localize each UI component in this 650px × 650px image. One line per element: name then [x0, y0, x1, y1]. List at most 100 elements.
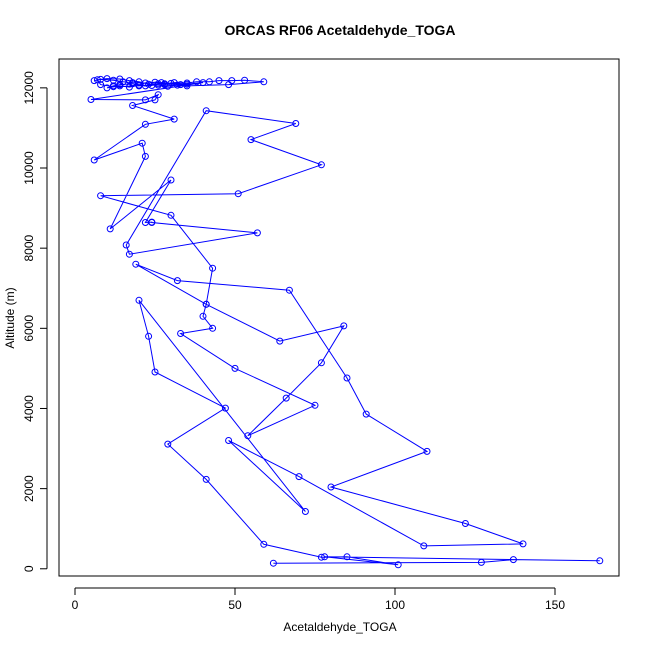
data-point: [87, 96, 95, 103]
data-point: [167, 79, 175, 87]
data-point: [295, 473, 303, 481]
data-point: [135, 296, 143, 304]
data-point: [202, 107, 210, 115]
data-point: [340, 322, 348, 330]
series-line-group: [90, 78, 600, 566]
data-point: [231, 364, 239, 372]
data-point: [154, 80, 162, 88]
data-point: [247, 136, 255, 144]
data-point: [154, 91, 162, 99]
data-point: [177, 330, 185, 337]
data-point: [122, 241, 130, 249]
data-point: [106, 225, 114, 233]
data-point: [129, 102, 137, 109]
data-point: [317, 359, 325, 367]
data-point: [225, 81, 233, 89]
y-tick-label: 4000: [22, 395, 36, 422]
data-point: [202, 475, 210, 483]
data-point: [141, 96, 149, 104]
data-point: [141, 79, 149, 87]
data-point: [90, 77, 98, 85]
data-point: [292, 120, 300, 127]
data-point: [141, 120, 149, 128]
data-point: [177, 81, 185, 89]
data-point: [285, 286, 293, 294]
data-point: [420, 542, 428, 550]
data-point: [215, 77, 223, 85]
x-tick-label: 50: [228, 598, 242, 612]
data-point: [170, 115, 178, 123]
data-point: [116, 82, 124, 90]
data-point: [509, 556, 517, 564]
data-point: [260, 540, 268, 548]
data-point: [103, 75, 111, 83]
data-point: [145, 332, 153, 340]
data-point: [173, 81, 181, 89]
data-point: [241, 76, 249, 84]
data-point: [135, 78, 143, 86]
data-point: [199, 79, 207, 87]
data-point: [167, 176, 175, 184]
data-point: [311, 401, 319, 409]
data-point: [301, 508, 309, 515]
data-point: [125, 250, 133, 258]
data-point: [461, 520, 469, 527]
data-point: [225, 437, 233, 444]
data-point: [202, 300, 210, 308]
data-point: [317, 553, 325, 561]
y-axis-label: Altitude (m): [3, 287, 17, 348]
y-tick-label: 8000: [22, 234, 36, 261]
data-point: [423, 447, 431, 455]
data-point: [199, 312, 207, 320]
series-points-group: [87, 75, 604, 569]
data-point: [164, 440, 172, 448]
data-point: [141, 152, 149, 160]
data-point: [93, 76, 101, 84]
data-point: [477, 558, 485, 566]
data-point: [276, 337, 284, 345]
data-point: [135, 81, 143, 89]
data-point: [148, 219, 156, 226]
data-point: [90, 156, 98, 164]
data-point: [253, 229, 261, 237]
data-point: [151, 368, 159, 376]
x-axis-label: Acetaldehyde_TOGA: [283, 620, 396, 634]
y-tick-label: 12000: [22, 71, 36, 105]
y-axis: 0 2000 4000 6000 8000 10000 12000: [22, 71, 48, 572]
y-tick-label: 2000: [22, 475, 36, 502]
data-point: [327, 483, 335, 491]
data-point: [596, 557, 604, 565]
series-line: [90, 78, 600, 566]
data-point: [234, 190, 242, 198]
data-point: [103, 84, 111, 92]
data-point: [394, 561, 402, 569]
data-point: [269, 559, 277, 567]
y-tick-label: 0: [22, 565, 36, 572]
x-axis: 0 50 100 150: [72, 587, 565, 612]
data-point: [132, 260, 140, 268]
data-point: [317, 161, 325, 169]
data-point: [221, 404, 229, 412]
data-point: [209, 264, 217, 272]
data-point: [138, 139, 146, 147]
data-point: [157, 79, 165, 87]
data-point: [209, 324, 217, 332]
data-point: [151, 96, 159, 104]
data-point: [362, 410, 370, 418]
data-point: [97, 192, 105, 200]
data-point: [343, 374, 351, 382]
x-tick-label: 150: [545, 598, 565, 612]
plot-frame: [58, 58, 620, 577]
data-point: [167, 211, 175, 219]
data-point: [519, 540, 527, 548]
chart-title: ORCAS RF06 Acetaldehyde_TOGA: [224, 22, 455, 38]
data-point: [125, 83, 133, 91]
data-point: [244, 432, 252, 440]
x-tick-label: 0: [72, 598, 79, 612]
y-tick-label: 6000: [22, 315, 36, 342]
data-point: [97, 81, 105, 89]
data-point: [148, 82, 156, 89]
data-point: [260, 78, 268, 86]
y-tick-label: 10000: [22, 151, 36, 185]
